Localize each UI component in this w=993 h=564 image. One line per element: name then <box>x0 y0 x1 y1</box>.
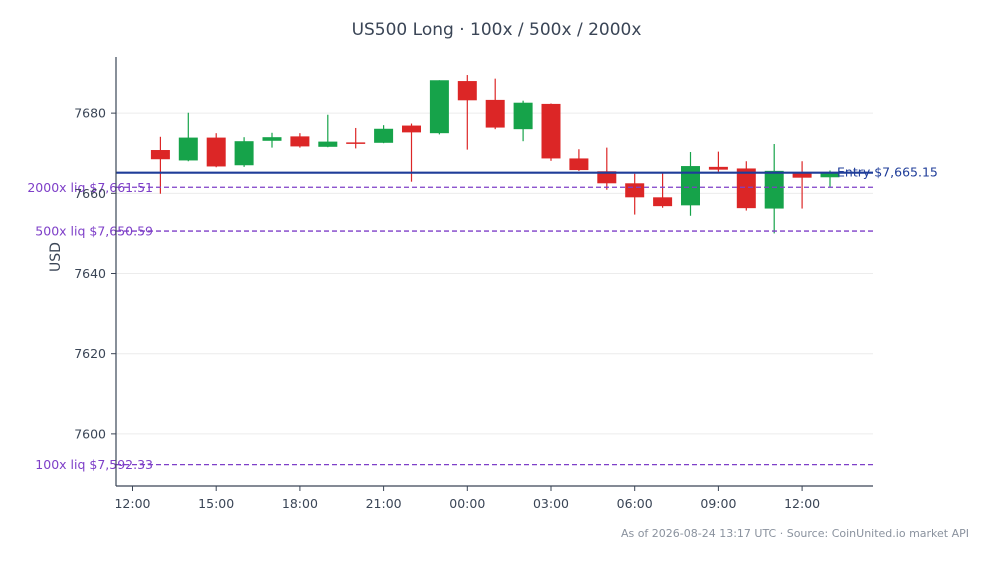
chart-title: US500 Long · 100x / 500x / 2000x <box>351 20 642 40</box>
y-tick-label: 7640 <box>74 266 106 281</box>
y-tick-label: 7660 <box>74 186 106 201</box>
x-tick-label: 18:00 <box>282 496 318 511</box>
source-footer: As of 2026-08-24 13:17 UTC · Source: Coi… <box>620 527 969 540</box>
candle-body <box>569 158 589 171</box>
candle-body <box>541 103 561 159</box>
candle-body <box>402 125 421 133</box>
x-tick-label: 03:00 <box>533 496 569 511</box>
grid-lines <box>116 112 873 435</box>
candle-body <box>429 80 449 134</box>
y-tick-label: 7620 <box>74 346 106 361</box>
x-tick-label: 21:00 <box>366 496 402 511</box>
candles <box>150 75 840 234</box>
candle-body <box>736 168 756 209</box>
candle-body <box>485 99 505 128</box>
x-tick-label: 00:00 <box>449 496 485 511</box>
candle-body <box>820 172 840 178</box>
candle-body <box>513 102 533 130</box>
price-levels: 2000x liq $7,661.51 500x liq $7,650.59 100… <box>27 165 938 472</box>
x-tick-label: 15:00 <box>198 496 234 511</box>
candle-body <box>206 137 226 167</box>
axes: 7600 7620 7640 7660 7680 12:00 15:00 18:00 21:00… <box>74 57 873 511</box>
entry-label: Entry $7,665.15 <box>837 165 938 180</box>
candle-body <box>150 150 170 160</box>
y-tick-label: 7680 <box>74 106 106 121</box>
candle-body <box>234 141 254 166</box>
candle-body <box>262 137 282 141</box>
candle-body <box>178 137 198 161</box>
candle-body <box>653 197 673 207</box>
liquidation-label: 500x liq $7,650.59 <box>35 224 153 239</box>
x-tick-label: 06:00 <box>617 496 653 511</box>
x-tick-label: 12:00 <box>114 496 150 511</box>
x-tick-label: 09:00 <box>700 496 736 511</box>
candle-body <box>792 172 812 178</box>
candle-body <box>318 141 338 147</box>
candle-body <box>681 166 700 206</box>
candle-body <box>708 166 728 170</box>
candle-body <box>764 170 784 209</box>
candle-body <box>374 128 394 143</box>
liquidation-label: 100x liq $7,592.33 <box>35 457 153 472</box>
candle-body <box>346 142 366 144</box>
candle-body <box>457 81 477 101</box>
x-tick-label: 12:00 <box>784 496 820 511</box>
liquidation-label: 2000x liq $7,661.51 <box>27 180 153 195</box>
candle-body <box>625 183 645 198</box>
candle-body <box>597 171 617 184</box>
y-tick-label: 7600 <box>74 426 106 441</box>
candle-body <box>290 136 310 147</box>
